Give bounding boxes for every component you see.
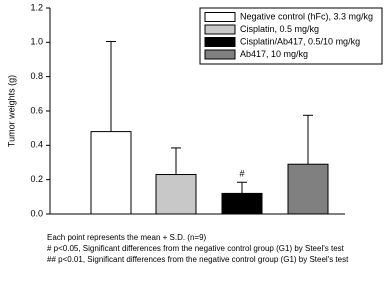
legend-swatch (204, 12, 236, 22)
y-tick-label: 1.2 (30, 2, 43, 12)
legend-label: Negative control (hFc), 3.3 mg/kg (240, 11, 373, 21)
legend-swatch (204, 37, 236, 47)
y-tick-label: 0.2 (30, 174, 43, 184)
legend-label: Cisplatin, 0.5 mg/kg (240, 24, 319, 34)
legend-swatch (204, 24, 236, 35)
bar (221, 192, 263, 215)
footnote: Each point represents the mean + S.D. (n… (47, 233, 207, 242)
y-tick-label: 0.6 (30, 105, 43, 115)
y-tick-label: 0.8 (30, 71, 43, 81)
legend-label: Ab417, 10 mg/kg (240, 49, 308, 59)
y-axis-label: Tumor weights (g) (6, 75, 16, 147)
bar (90, 131, 132, 215)
legend-label: Cisplatin/Ab417, 0.5/10 mg/kg (240, 36, 360, 46)
y-tick-label: 0.4 (30, 140, 43, 150)
footnote: ## p<0.01, Significant differences from … (47, 255, 349, 264)
bar (155, 174, 197, 215)
legend-swatch (204, 49, 236, 60)
annotation: # (239, 169, 244, 179)
footnote: # p<0.05, Significant differences from t… (47, 244, 345, 253)
y-tick-label: 0.0 (30, 208, 43, 218)
bar (287, 163, 329, 215)
y-tick-label: 1.0 (30, 37, 43, 47)
